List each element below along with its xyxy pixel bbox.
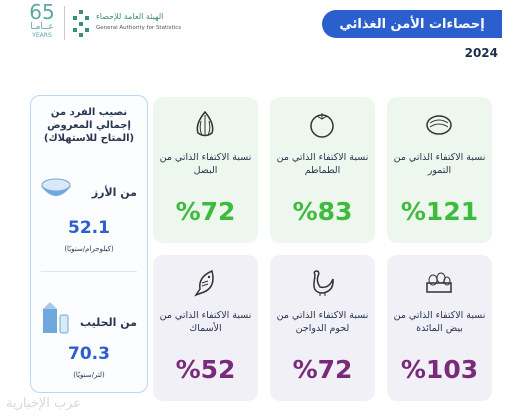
card-label: نسبة الاكتفاء الذاتي من البصل: [159, 152, 252, 176]
card: نسبة الاكتفاء الذاتي من الطماطم %83: [270, 97, 375, 243]
dates-icon: [426, 115, 452, 135]
tomato-icon: [310, 113, 334, 138]
title: إحصاءات الأمن الغذائي: [339, 16, 485, 32]
card: نسبة الاكتفاء الذاتي من الأسماك %52: [153, 255, 258, 401]
onion-icon: [196, 110, 214, 137]
item-value: 52.1: [68, 218, 110, 238]
card: نسبة الاكتفاء الذاتي من البصل %72: [153, 97, 258, 243]
card-value: %52: [175, 355, 236, 384]
card-label: نسبة الاكتفاء الذاتي من لحوم الدواجن: [276, 310, 369, 334]
item-value: 70.3: [68, 344, 110, 364]
eggs-icon: [426, 272, 452, 293]
poultry-icon: [313, 270, 334, 296]
authority-arabic: الهيئة العامة للإحصاء: [96, 12, 164, 21]
fish-icon: [194, 269, 214, 297]
separator: [64, 6, 65, 40]
item-unit: (لتر/سنويًا): [73, 371, 105, 379]
card-label: نسبة الاكتفاء الذاتي من الأسماك: [159, 310, 252, 334]
title-banner: إحصاءات الأمن الغذائي: [322, 10, 502, 38]
side-panel: نصيب الفرد من إجمالي المعروض (المتاح للا…: [30, 95, 148, 393]
divider: [41, 271, 137, 272]
item-label: من الأرز: [91, 186, 137, 199]
year: 2024: [464, 46, 498, 60]
rice-icon: [41, 178, 71, 196]
watermark: عرب الإخبارية: [6, 396, 82, 411]
card: نسبة الاكتفاء الذاتي من التمور %121: [387, 97, 492, 243]
logo-arabic: عــامـا: [30, 22, 54, 32]
logo-number: 65: [29, 0, 55, 24]
logo-years: YEARS: [32, 32, 52, 39]
milk-icon: [43, 302, 69, 334]
authority-english: General Authority for Statistics: [96, 25, 182, 31]
card: نسبة الاكتفاء الذاتي من بيض المائدة %103: [387, 255, 492, 401]
authority-emblem: [73, 10, 89, 37]
item-label: من الحليب: [80, 316, 137, 329]
card: نسبة الاكتفاء الذاتي من لحوم الدواجن %72: [270, 255, 375, 401]
card-label: نسبة الاكتفاء الذاتي من التمور: [393, 152, 486, 176]
card-value: %83: [292, 197, 353, 226]
item-unit: (كيلوجرام/سنويًا): [64, 245, 114, 253]
card-label: نسبة الاكتفاء الذاتي من بيض المائدة: [393, 310, 486, 334]
card-value: %72: [292, 355, 353, 384]
card-value: %103: [400, 355, 479, 384]
card-label: نسبة الاكتفاء الذاتي من الطماطم: [276, 152, 369, 176]
side-title: نصيب الفرد من إجمالي المعروض (المتاح للا…: [43, 107, 135, 144]
card-value: %72: [175, 197, 236, 226]
logo-65: 65 عــامـا YEARS: [22, 2, 62, 42]
card-value: %121: [400, 197, 479, 226]
